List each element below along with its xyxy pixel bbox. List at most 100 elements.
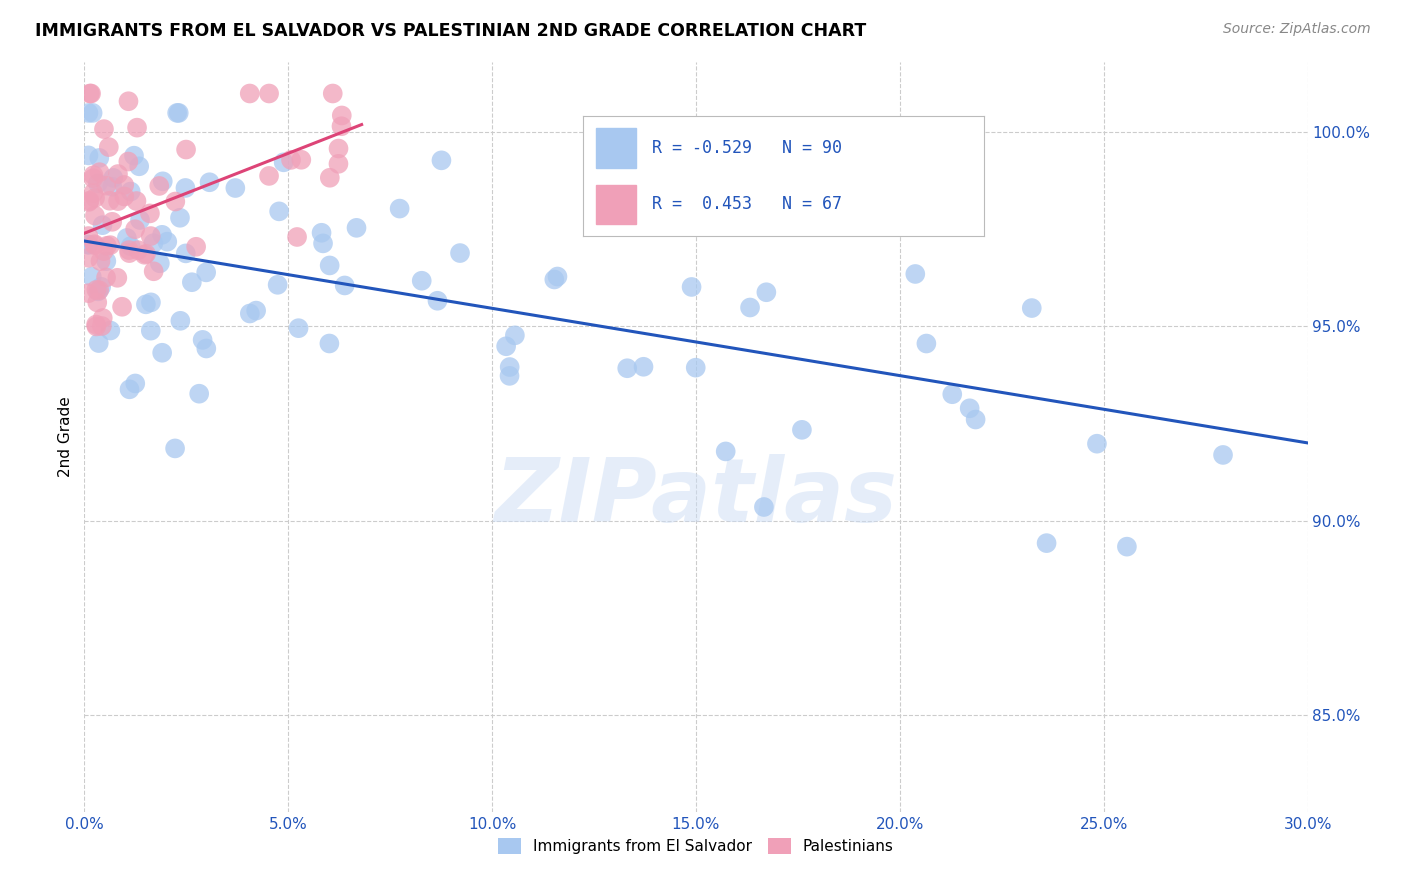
Text: R =  0.453   N = 67: R = 0.453 N = 67 (651, 194, 842, 213)
Point (167, 106, 190, 120)
Point (120, 185, 142, 199)
Point (319, 170, 342, 185)
Point (681, 280, 703, 294)
Point (333, 278, 356, 293)
Point (90, 319, 112, 334)
Point (77, 229, 100, 244)
Point (257, 87, 280, 101)
Point (239, 87, 262, 101)
Point (98, 194, 121, 208)
Point (430, 153, 453, 168)
Point (499, 359, 522, 374)
Point (616, 361, 638, 376)
Point (124, 222, 146, 236)
Point (165, 442, 187, 456)
Point (311, 226, 333, 240)
Legend: Immigrants from El Salvador, Palestinians: Immigrants from El Salvador, Palestinian… (492, 832, 900, 860)
Point (124, 376, 146, 391)
Point (188, 386, 211, 401)
Point (583, 205, 606, 219)
Point (91, 218, 114, 232)
Point (449, 246, 471, 260)
Point (87, 285, 110, 299)
Text: IMMIGRANTS FROM EL SALVADOR VS PALESTINIAN 2ND GRADE CORRELATION CHART: IMMIGRANTS FROM EL SALVADOR VS PALESTINI… (35, 22, 866, 40)
Point (101, 179, 124, 194)
Point (118, 243, 141, 257)
Point (94, 178, 117, 193)
Point (80, 269, 103, 284)
Point (115, 231, 138, 245)
Point (280, 153, 302, 167)
Point (755, 285, 778, 300)
Point (285, 230, 308, 244)
Point (84, 209, 107, 223)
Point (82, 186, 104, 200)
Point (174, 181, 197, 195)
Point (107, 194, 129, 208)
Point (79, 87, 101, 101)
Point (91, 311, 114, 326)
Point (959, 401, 981, 416)
Point (346, 220, 368, 235)
Point (191, 333, 214, 347)
Point (1212, 448, 1234, 462)
Point (77, 194, 100, 209)
Point (139, 206, 162, 220)
Point (77, 237, 100, 252)
Point (328, 142, 350, 156)
Point (129, 213, 152, 227)
Point (1035, 536, 1057, 550)
Point (180, 275, 202, 289)
Point (86, 295, 108, 310)
Point (1116, 540, 1139, 554)
Point (546, 269, 568, 284)
Point (139, 229, 162, 244)
Point (93, 122, 115, 136)
Y-axis label: 2nd Grade: 2nd Grade (58, 397, 73, 477)
Point (257, 169, 280, 183)
Point (118, 382, 141, 396)
Point (174, 246, 197, 260)
Point (90, 279, 112, 293)
Point (77, 237, 100, 252)
Point (318, 259, 340, 273)
Point (98, 238, 121, 252)
Point (388, 202, 411, 216)
Text: ZIPatlas: ZIPatlas (495, 453, 897, 541)
Point (103, 170, 125, 185)
Point (312, 236, 335, 251)
Point (328, 157, 350, 171)
Point (543, 272, 565, 286)
Point (411, 274, 433, 288)
Text: R = -0.529   N = 90: R = -0.529 N = 90 (651, 139, 842, 157)
Point (97, 140, 120, 154)
Point (89, 283, 111, 297)
Point (152, 174, 174, 188)
Point (198, 175, 221, 189)
Point (80, 87, 103, 101)
Point (122, 149, 145, 163)
Point (195, 342, 218, 356)
Point (117, 154, 139, 169)
Point (150, 345, 173, 359)
Point (287, 321, 309, 335)
Point (139, 324, 162, 338)
Point (82, 171, 104, 186)
Point (134, 248, 156, 262)
Point (89, 165, 111, 179)
Point (120, 239, 142, 253)
Point (752, 500, 775, 514)
Point (150, 227, 173, 242)
Point (83, 238, 105, 252)
Point (77, 286, 100, 301)
Point (77, 106, 100, 120)
Point (266, 277, 288, 292)
Point (142, 264, 165, 278)
Point (166, 106, 188, 120)
Point (498, 368, 520, 383)
Point (239, 306, 262, 320)
Point (904, 267, 927, 281)
Point (148, 178, 170, 193)
Point (84, 191, 107, 205)
Point (273, 155, 295, 169)
